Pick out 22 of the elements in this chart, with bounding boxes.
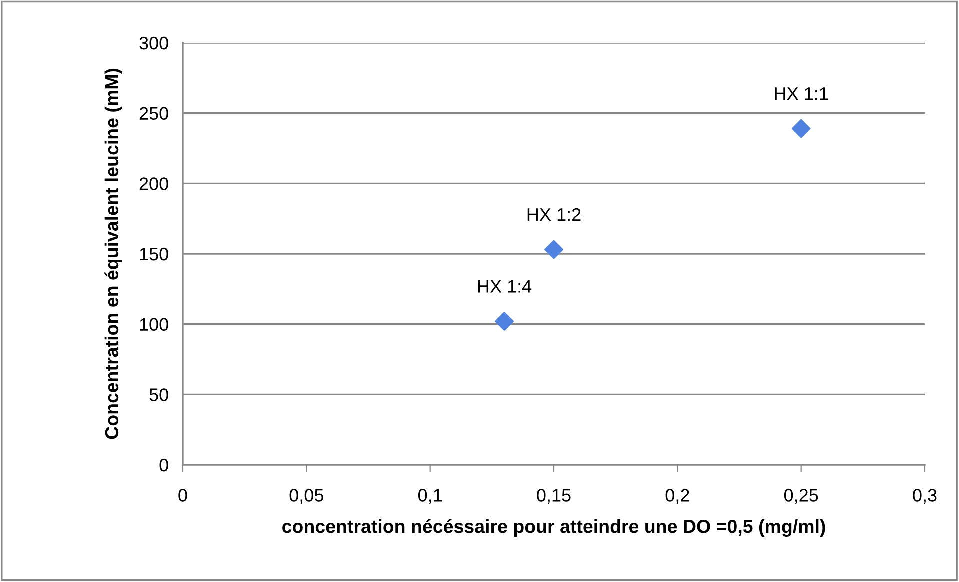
y-tick-label: 300	[140, 36, 168, 50]
y-tick-label: 0	[160, 458, 168, 472]
y-tick-label: 50	[150, 388, 168, 402]
x-tick-label: 0,05	[290, 489, 324, 504]
x-tick-label: 0,2	[666, 489, 690, 504]
x-tick-label: 0	[178, 489, 188, 502]
x-tick-label: 0,3	[913, 489, 937, 504]
point	[792, 119, 811, 138]
point	[544, 240, 564, 260]
y-axis-title: Concentration en équivalent leucine (mM)	[104, 68, 122, 440]
y-tick-label: 250	[140, 107, 168, 120]
x-tick-label: 0,15	[537, 489, 571, 504]
y-tick-label: 150	[140, 248, 168, 261]
point	[495, 312, 514, 331]
y-tick-label: 200	[140, 178, 168, 190]
annotation: HX 1:4	[478, 280, 532, 293]
x-axis-title: concentration nécéssaire pour atteindre une DO =0,5 (mg/ml)	[282, 519, 826, 538]
annotation: HX 1:2	[528, 208, 581, 222]
x-tick-label: 0,1	[418, 489, 442, 504]
y-tick-label: 100	[140, 318, 168, 332]
x-tick-label: 0,25	[784, 489, 818, 504]
annotation: HX 1:1	[775, 88, 828, 100]
